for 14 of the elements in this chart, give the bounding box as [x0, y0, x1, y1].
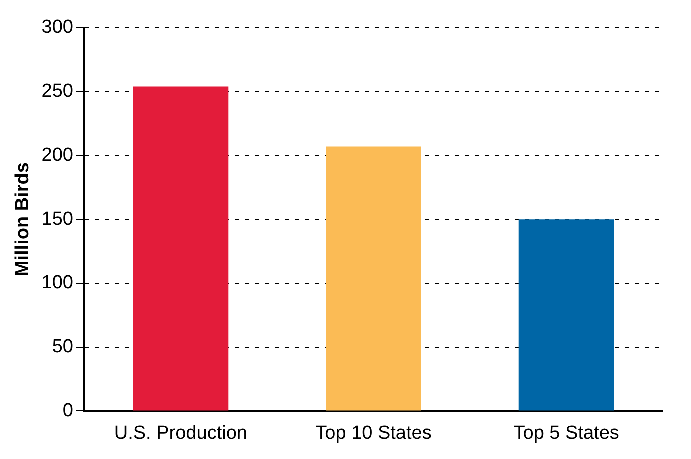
y-axis-title: Million Birds [12, 162, 34, 277]
y-tick-label: 300 [42, 17, 74, 38]
x-tick-label: U.S. Production [114, 422, 248, 444]
y-tick-label: 200 [42, 144, 74, 166]
bar [518, 220, 614, 411]
y-tick-label: 250 [42, 81, 74, 102]
y-tick-label: 150 [42, 208, 74, 230]
y-tick-label: 0 [62, 400, 74, 422]
x-tick-label: Top 5 States [514, 422, 620, 444]
x-tick-label: Top 10 States [316, 422, 432, 444]
bar [326, 146, 422, 411]
y-tick-label: 50 [52, 336, 74, 358]
y-tick-label: 100 [42, 272, 74, 294]
bar [133, 86, 229, 411]
